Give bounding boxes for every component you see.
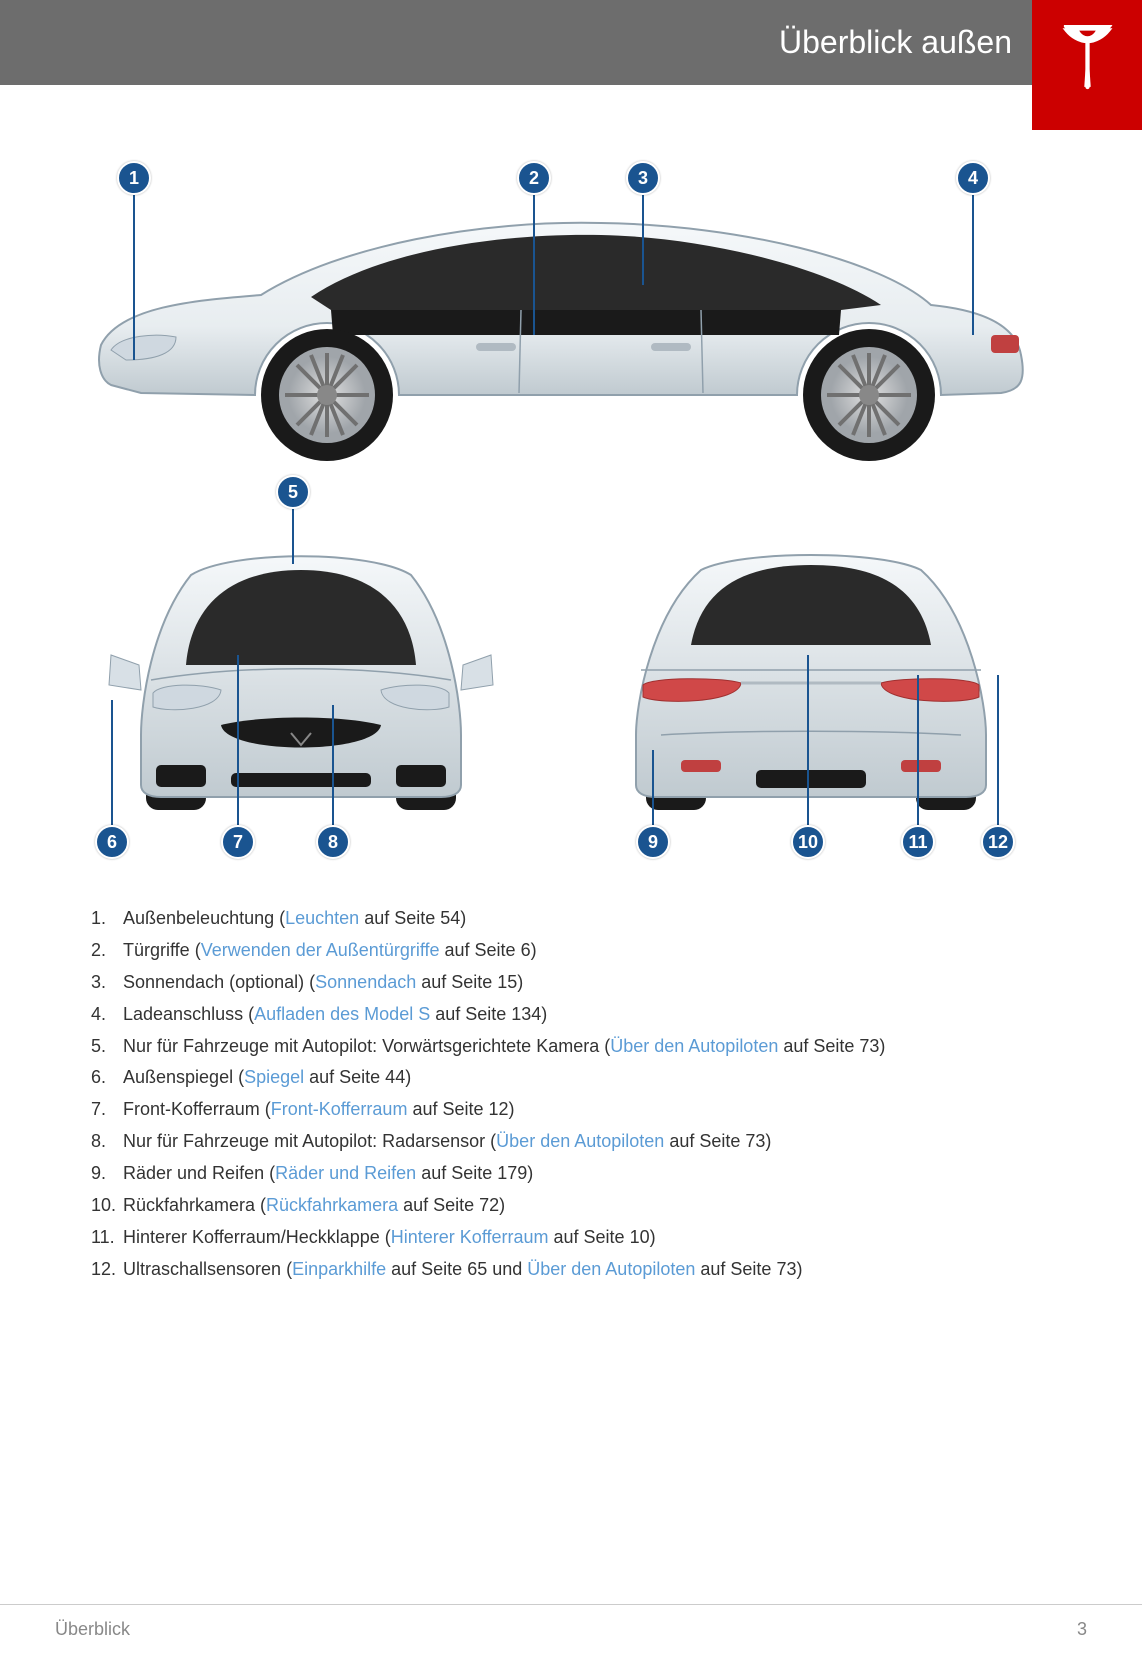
legend-item: 5.Nur für Fahrzeuge mit Autopilot: Vorwä… bbox=[91, 1033, 1051, 1061]
legend-text: Außenspiegel (Spiegel auf Seite 44) bbox=[123, 1064, 1051, 1092]
page-header: Überblick außen bbox=[0, 0, 1142, 85]
legend-number: 5. bbox=[91, 1033, 123, 1061]
legend-item: 6.Außenspiegel (Spiegel auf Seite 44) bbox=[91, 1064, 1051, 1092]
callout-leader bbox=[533, 195, 535, 335]
legend-text: Nur für Fahrzeuge mit Autopilot: Radarse… bbox=[123, 1128, 1051, 1156]
car-rear-view bbox=[591, 535, 1031, 825]
callout-leader bbox=[807, 655, 809, 825]
callout-marker-3: 3 bbox=[626, 161, 660, 195]
legend-number: 12. bbox=[91, 1256, 123, 1284]
legend-item: 9.Räder und Reifen (Räder und Reifen auf… bbox=[91, 1160, 1051, 1188]
legend-number: 6. bbox=[91, 1064, 123, 1092]
footer-page-number: 3 bbox=[1077, 1619, 1087, 1640]
legend-link[interactable]: Hinterer Kofferraum bbox=[391, 1227, 549, 1247]
legend-text: Räder und Reifen (Räder und Reifen auf S… bbox=[123, 1160, 1051, 1188]
callout-marker-1: 1 bbox=[117, 161, 151, 195]
callout-marker-11: 11 bbox=[901, 825, 935, 859]
legend-text: Außenbeleuchtung (Leuchten auf Seite 54) bbox=[123, 905, 1051, 933]
callout-leader bbox=[917, 675, 919, 825]
legend-text: Ladeanschluss (Aufladen des Model S auf … bbox=[123, 1001, 1051, 1029]
callout-leader bbox=[292, 509, 294, 564]
legend-link[interactable]: Rückfahrkamera bbox=[266, 1195, 398, 1215]
legend-text: Rückfahrkamera (Rückfahrkamera auf Seite… bbox=[123, 1192, 1051, 1220]
legend-number: 4. bbox=[91, 1001, 123, 1029]
legend-link[interactable]: Leuchten bbox=[285, 908, 359, 928]
footer-section: Überblick bbox=[55, 1619, 130, 1640]
car-side-view bbox=[81, 205, 1041, 465]
page-title: Überblick außen bbox=[779, 24, 1012, 61]
page-footer: Überblick 3 bbox=[0, 1604, 1142, 1654]
callout-marker-8: 8 bbox=[316, 825, 350, 859]
callout-marker-4: 4 bbox=[956, 161, 990, 195]
legend-item: 8.Nur für Fahrzeuge mit Autopilot: Radar… bbox=[91, 1128, 1051, 1156]
legend-text: Sonnendach (optional) (Sonnendach auf Se… bbox=[123, 969, 1051, 997]
callout-leader bbox=[111, 700, 113, 825]
legend-item: 1.Außenbeleuchtung (Leuchten auf Seite 5… bbox=[91, 905, 1051, 933]
callout-leader bbox=[972, 195, 974, 335]
legend-number: 7. bbox=[91, 1096, 123, 1124]
callout-leader bbox=[133, 195, 135, 360]
legend-link[interactable]: Einparkhilfe bbox=[292, 1259, 386, 1279]
callout-marker-6: 6 bbox=[95, 825, 129, 859]
callout-leader bbox=[652, 750, 654, 825]
callout-marker-9: 9 bbox=[636, 825, 670, 859]
legend-link[interactable]: Über den Autopiloten bbox=[527, 1259, 695, 1279]
callout-leader bbox=[997, 675, 999, 825]
legend-number: 8. bbox=[91, 1128, 123, 1156]
legend-link[interactable]: Räder und Reifen bbox=[275, 1163, 416, 1183]
brand-logo-box bbox=[1032, 0, 1142, 130]
legend-link[interactable]: Sonnendach bbox=[315, 972, 416, 992]
callout-leader bbox=[332, 705, 334, 825]
legend-item: 2.Türgriffe (Verwenden der Außentürgriff… bbox=[91, 937, 1051, 965]
legend-number: 11. bbox=[91, 1224, 123, 1252]
legend-number: 1. bbox=[91, 905, 123, 933]
callout-marker-10: 10 bbox=[791, 825, 825, 859]
legend-number: 2. bbox=[91, 937, 123, 965]
legend-number: 9. bbox=[91, 1160, 123, 1188]
legend-text: Nur für Fahrzeuge mit Autopilot: Vorwärt… bbox=[123, 1033, 1051, 1061]
legend-text: Front-Kofferraum (Front-Kofferraum auf S… bbox=[123, 1096, 1051, 1124]
legend-link[interactable]: Verwenden der Außentürgriffe bbox=[201, 940, 440, 960]
callout-marker-2: 2 bbox=[517, 161, 551, 195]
legend-text: Ultraschallsensoren (Einparkhilfe auf Se… bbox=[123, 1256, 1051, 1284]
legend-item: 11.Hinterer Kofferraum/Heckklappe (Hinte… bbox=[91, 1224, 1051, 1252]
legend-item: 3.Sonnendach (optional) (Sonnendach auf … bbox=[91, 969, 1051, 997]
callout-leader bbox=[642, 195, 644, 285]
legend-link[interactable]: Spiegel bbox=[244, 1067, 304, 1087]
legend-item: 7.Front-Kofferraum (Front-Kofferraum auf… bbox=[91, 1096, 1051, 1124]
callout-legend: 1.Außenbeleuchtung (Leuchten auf Seite 5… bbox=[91, 905, 1051, 1284]
callout-marker-12: 12 bbox=[981, 825, 1015, 859]
legend-text: Hinterer Kofferraum/Heckklappe (Hinterer… bbox=[123, 1224, 1051, 1252]
legend-link[interactable]: Front-Kofferraum bbox=[271, 1099, 408, 1119]
legend-text: Türgriffe (Verwenden der Außentürgriffe … bbox=[123, 937, 1051, 965]
legend-link[interactable]: Über den Autopiloten bbox=[610, 1036, 778, 1056]
car-front-view bbox=[91, 535, 511, 825]
legend-item: 4.Ladeanschluss (Aufladen des Model S au… bbox=[91, 1001, 1051, 1029]
legend-number: 3. bbox=[91, 969, 123, 997]
legend-item: 10.Rückfahrkamera (Rückfahrkamera auf Se… bbox=[91, 1192, 1051, 1220]
legend-item: 12.Ultraschallsensoren (Einparkhilfe auf… bbox=[91, 1256, 1051, 1284]
tesla-logo-icon bbox=[1060, 25, 1115, 95]
callout-leader bbox=[237, 655, 239, 825]
callout-marker-7: 7 bbox=[221, 825, 255, 859]
legend-number: 10. bbox=[91, 1192, 123, 1220]
callout-marker-5: 5 bbox=[276, 475, 310, 509]
legend-link[interactable]: Über den Autopiloten bbox=[496, 1131, 664, 1151]
exterior-diagram: 123456789101112 bbox=[71, 145, 1071, 865]
legend-link[interactable]: Aufladen des Model S bbox=[254, 1004, 430, 1024]
